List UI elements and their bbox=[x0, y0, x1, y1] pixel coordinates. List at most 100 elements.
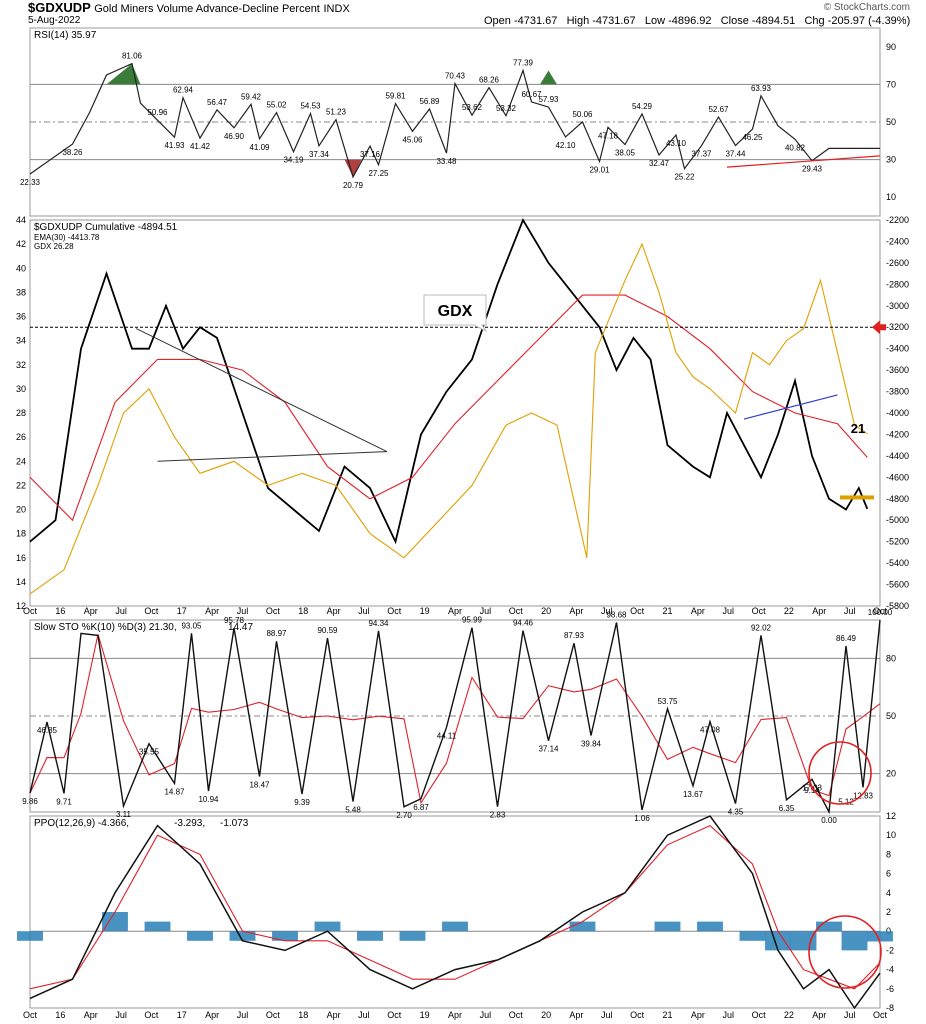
rsi-point-label-13: 41.09 bbox=[249, 143, 270, 152]
change-value: Chg -205.97 (-4.39%) bbox=[804, 15, 911, 27]
sto-recent-low-1: 9.14 bbox=[804, 786, 820, 795]
sto-point-label-6: 35.55 bbox=[139, 748, 160, 757]
sto-point-label-32: 92.02 bbox=[751, 623, 772, 632]
rsi-point-label-1: 38.26 bbox=[62, 148, 83, 157]
time-axis-label-1-8: Oct bbox=[266, 1010, 281, 1020]
time-axis-label-1-5: 17 bbox=[177, 1010, 187, 1020]
rsi-point-label-49: 29.43 bbox=[802, 165, 823, 174]
time-axis-label-1-4: Oct bbox=[144, 1010, 159, 1020]
time-axis-label-0-22: Apr bbox=[691, 606, 705, 616]
rsi-point-label-27: 53.62 bbox=[462, 103, 483, 112]
rsi-point-label-12: 59.42 bbox=[241, 92, 262, 101]
panel-frame-ppo bbox=[29, 815, 881, 1009]
time-axis-label-0-3: Jul bbox=[115, 606, 127, 616]
rsi-point-label-23: 45.06 bbox=[402, 135, 423, 144]
gdx-callout-box bbox=[423, 294, 488, 333]
ppo-y-tick-10: 10 bbox=[886, 830, 896, 840]
sto-y-tick-20: 20 bbox=[886, 769, 896, 779]
sto-point-label-8: 93.05 bbox=[181, 621, 202, 630]
time-axis-label-0-20: Oct bbox=[630, 606, 645, 616]
sto-point-label-20: 95.99 bbox=[462, 616, 483, 625]
rsi-point-label-44: 37.44 bbox=[725, 150, 746, 159]
ppo-histogram-bar bbox=[654, 921, 681, 932]
time-axis-label-0-16: Oct bbox=[509, 606, 524, 616]
ppo-legend-hist: -1.073 bbox=[220, 818, 249, 829]
rsi-point-label-25: 33.48 bbox=[436, 157, 457, 166]
time-axis-label-1-9: 18 bbox=[298, 1010, 308, 1020]
ppo-histogram-bar bbox=[102, 912, 128, 932]
time-axis-label-0-7: Jul bbox=[237, 606, 249, 616]
gdx-level-label: 21 bbox=[851, 421, 865, 436]
rsi-point-label-28: 68.26 bbox=[479, 76, 500, 85]
main-right-tick--3600: -3600 bbox=[886, 365, 909, 375]
time-axis-label-0-17: 20 bbox=[541, 606, 551, 616]
ppo-histogram-bar bbox=[399, 931, 426, 941]
time-axis-label-0-11: Jul bbox=[358, 606, 370, 616]
ppo-histogram-bar bbox=[357, 931, 383, 941]
close-value: Close -4894.51 bbox=[720, 15, 796, 27]
main-right-tick--3200: -3200 bbox=[886, 322, 909, 332]
sto-highlight-circle bbox=[808, 741, 872, 805]
main-left-tick-30: 30 bbox=[16, 384, 26, 394]
ppo-histogram-bar bbox=[790, 931, 817, 951]
rsi-point-label-34: 50.06 bbox=[572, 110, 593, 119]
rsi-point-label-38: 54.29 bbox=[632, 102, 653, 111]
main-right-tick--5000: -5000 bbox=[886, 515, 909, 525]
sto-point-label-26: 98.68 bbox=[606, 611, 627, 620]
sto-point-label-30: 47.08 bbox=[700, 726, 721, 735]
main-left-tick-36: 36 bbox=[16, 312, 26, 322]
rsi-point-label-9: 41.42 bbox=[190, 142, 211, 151]
time-axis-label-0-5: 17 bbox=[177, 606, 187, 616]
sto-point-label-19: 44.11 bbox=[437, 731, 457, 740]
main-left-tick-16: 16 bbox=[16, 553, 26, 563]
triangle-lower-line bbox=[157, 451, 388, 462]
main-right-tick--4800: -4800 bbox=[886, 494, 909, 504]
sto-point-label-33: 6.35 bbox=[779, 804, 795, 813]
rsi-y-tick-70: 70 bbox=[886, 79, 896, 89]
main-right-tick--4000: -4000 bbox=[886, 408, 909, 418]
ppo-histogram-bar bbox=[144, 921, 171, 932]
sto-point-label-16: 94.34 bbox=[368, 619, 389, 628]
rsi-line bbox=[29, 62, 880, 179]
ppo-histogram-bar bbox=[569, 921, 596, 932]
sto-point-label-15: 5.48 bbox=[345, 805, 361, 814]
rsi-y-tick-30: 30 bbox=[886, 155, 896, 165]
sto-point-label-9: 10.94 bbox=[198, 795, 219, 804]
ppo-y-tick--6: -6 bbox=[886, 984, 894, 994]
ppo-histogram-bar bbox=[739, 931, 766, 941]
time-axis-label-1-28: Oct bbox=[873, 1010, 888, 1020]
rsi-point-label-22: 59.81 bbox=[385, 92, 406, 101]
sto-point-label-28: 53.75 bbox=[657, 697, 678, 706]
time-axis-label-1-0: Oct bbox=[23, 1010, 38, 1020]
rsi-point-label-4: 81.06 bbox=[122, 52, 143, 61]
rsi-point-label-48: 40.82 bbox=[785, 143, 806, 152]
triangle-upper-line bbox=[136, 328, 388, 453]
sto-recent-low-2: 5.12 bbox=[838, 797, 854, 806]
sto-point-label-2: 9.71 bbox=[56, 797, 72, 806]
ppo-y-tick-12: 12 bbox=[886, 811, 896, 821]
sto-point-label-36: 86.49 bbox=[836, 634, 857, 643]
rsi-point-label-16: 54.53 bbox=[300, 101, 321, 110]
sto-point-label-5: 3.11 bbox=[116, 810, 132, 819]
sto-point-label-11: 18.47 bbox=[249, 781, 270, 790]
sto-point-label-12: 88.97 bbox=[266, 629, 287, 638]
main-left-tick-12: 12 bbox=[16, 601, 26, 611]
time-axis-label-0-21: 21 bbox=[662, 606, 672, 616]
time-axis-label-0-9: 18 bbox=[298, 606, 308, 616]
rsi-point-label-7: 41.93 bbox=[164, 141, 185, 150]
time-axis-label-0-18: Apr bbox=[569, 606, 583, 616]
sto-point-label-1: 46.85 bbox=[37, 726, 58, 735]
rsi-point-label-20: 37.16 bbox=[360, 150, 381, 159]
time-axis-label-0-25: 22 bbox=[784, 606, 794, 616]
ppo-legend-signal: -3.293, bbox=[174, 818, 205, 829]
main-left-tick-32: 32 bbox=[16, 360, 26, 370]
ppo-y-tick-2: 2 bbox=[886, 907, 891, 917]
main-left-tick-38: 38 bbox=[16, 287, 26, 297]
rsi-point-label-46: 63.93 bbox=[751, 84, 772, 93]
rsi-point-label-40: 43.10 bbox=[666, 139, 687, 148]
watermark: © StockCharts.com bbox=[823, 2, 910, 13]
time-axis-label-0-23: Jul bbox=[722, 606, 734, 616]
high-value: High -4731.67 bbox=[566, 15, 636, 27]
main-left-tick-14: 14 bbox=[16, 577, 26, 587]
ppo-y-tick-4: 4 bbox=[886, 888, 891, 898]
